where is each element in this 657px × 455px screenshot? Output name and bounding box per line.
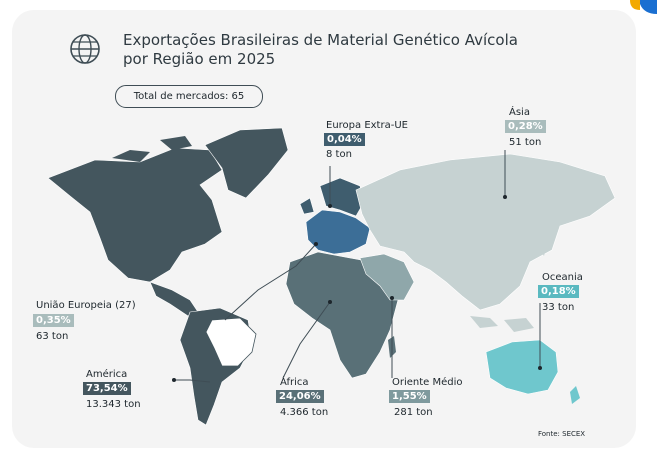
region-new-zealand [570,386,580,404]
globe-icon [70,34,100,64]
source-note: Fonte: SECEX [538,430,586,438]
label-america-volume: 13.343 ton [86,399,141,410]
region-brazil [205,317,257,367]
region-central-america [149,281,199,317]
label-asia-name: Ásia [509,107,530,118]
region-arctic-islands [112,136,192,162]
region-europe-extra-eu [299,177,365,217]
marker-america [172,378,176,382]
label-ue-share: 0,35% [33,314,74,327]
label-europe-extra-share: 0,04% [324,133,365,146]
total-markets-pill: Total de mercados: 65 [115,85,263,108]
region-oceania [485,339,559,395]
marker-ue [314,242,318,246]
label-asia-volume: 51 ton [509,137,542,148]
title-line-2: por Região em 2025 [123,50,276,68]
chart-title: Exportações Brasileiras de Material Gené… [123,31,518,69]
label-africa-volume: 4.366 ton [280,407,329,418]
label-oriente-share: 1,55% [389,390,430,403]
leader-america [174,379,211,383]
marker-oceania [538,366,542,370]
label-oriente-volume: 281 ton [394,407,433,418]
label-oceania-share: 0,18% [538,285,579,298]
label-oceania-name: Oceania [542,272,583,283]
marker-asia [503,195,507,199]
marker-europe-extra [328,204,332,208]
label-oceania-volume: 33 ton [542,302,575,313]
label-asia-share: 0,28% [505,120,546,133]
marker-africa [328,300,332,304]
region-north-america [47,147,223,283]
region-greenland [204,127,289,199]
region-asia [355,153,616,311]
label-america-name: América [86,369,128,380]
label-africa-share: 24,06% [276,390,324,403]
leader-ue [224,243,317,321]
leader-africa [282,301,331,379]
marker-oriente [390,296,394,300]
label-america-share: 73,54% [83,382,131,395]
region-european-union [305,209,371,255]
label-ue-volume: 63 ton [36,331,69,342]
region-asia-islands [470,228,548,332]
label-ue-name: União Europeia (27) [36,300,136,311]
title-line-1: Exportações Brasileiras de Material Gené… [123,31,518,49]
corner-decoration [630,0,657,14]
label-europe-extra-name: Europa Extra-UE [326,120,408,131]
label-oriente-name: Oriente Médio [392,377,463,388]
label-africa-name: África [280,377,309,388]
label-europe-extra-volume: 8 ton [326,149,352,160]
region-middle-east [359,253,415,301]
